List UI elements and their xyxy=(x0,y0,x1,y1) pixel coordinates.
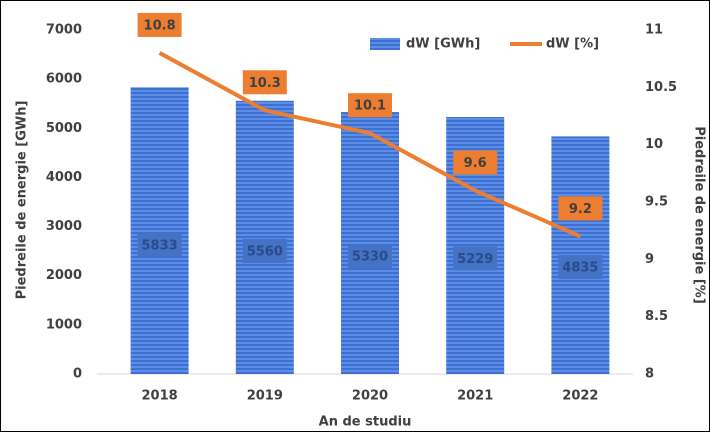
x-tick-label: 2021 xyxy=(457,389,493,404)
y-tick-label: 4000 xyxy=(46,170,82,185)
line-value-label: 9.2 xyxy=(569,202,592,217)
line xyxy=(158,51,582,239)
bar xyxy=(341,112,399,374)
legend-swatch xyxy=(370,38,400,50)
bar xyxy=(130,87,189,374)
line-value-label-box xyxy=(558,196,603,221)
line-value-label: 10.3 xyxy=(249,76,281,91)
y2-tick-label: 8 xyxy=(645,367,654,382)
line-value-label-box xyxy=(348,93,392,118)
y-tick-label: 5000 xyxy=(46,121,82,136)
bar-value-label: 5229 xyxy=(457,252,493,267)
line-value-label: 10.8 xyxy=(144,18,176,33)
bar xyxy=(235,100,294,374)
y-tick-label: 6000 xyxy=(46,72,82,87)
y2-tick-label: 11 xyxy=(645,23,663,38)
y-axis-title: Piedreile de energie [GWh] xyxy=(15,101,30,300)
y-tick-label: 7000 xyxy=(46,23,82,38)
x-axis-title: An de studiu xyxy=(319,415,412,430)
line-value-label-box xyxy=(453,150,498,175)
bar-value-label-box xyxy=(453,246,498,271)
line-value-label-box xyxy=(137,12,182,37)
bar-value-label-box xyxy=(242,239,287,264)
y2-tick-label: 8.5 xyxy=(645,309,668,324)
y-tick-label: 3000 xyxy=(46,219,82,234)
x-tick-label: 2020 xyxy=(352,389,388,404)
x-tick-label: 2022 xyxy=(562,389,598,404)
bar-value-label-box xyxy=(558,255,603,280)
y-tick-label: 0 xyxy=(73,367,82,382)
bar-value-label: 5560 xyxy=(247,245,283,260)
bar-value-label-box xyxy=(137,233,182,258)
bar-value-label: 4835 xyxy=(562,261,598,276)
legend-label: dW [%] xyxy=(546,37,599,52)
y2-tick-label: 9.5 xyxy=(645,195,668,210)
line-value-label: 10.1 xyxy=(354,99,386,114)
line-value-label-box xyxy=(242,70,287,95)
y2-tick-label: 10 xyxy=(645,137,663,152)
y2-axis-title: Piedreile de energie [%] xyxy=(692,126,707,304)
bar-value-label-box xyxy=(348,244,392,269)
legend-label: dW [GWh] xyxy=(406,37,480,52)
bar-value-label: 5833 xyxy=(142,239,178,254)
y2-tick-label: 10.5 xyxy=(645,80,677,95)
line-value-label: 9.6 xyxy=(464,156,487,171)
y2-tick-label: 9 xyxy=(645,252,654,267)
y-tick-label: 2000 xyxy=(46,268,82,283)
bar-value-label: 5330 xyxy=(352,250,388,265)
y-tick-label: 1000 xyxy=(46,317,82,332)
x-tick-label: 2019 xyxy=(247,389,283,404)
x-tick-label: 2018 xyxy=(142,389,178,404)
